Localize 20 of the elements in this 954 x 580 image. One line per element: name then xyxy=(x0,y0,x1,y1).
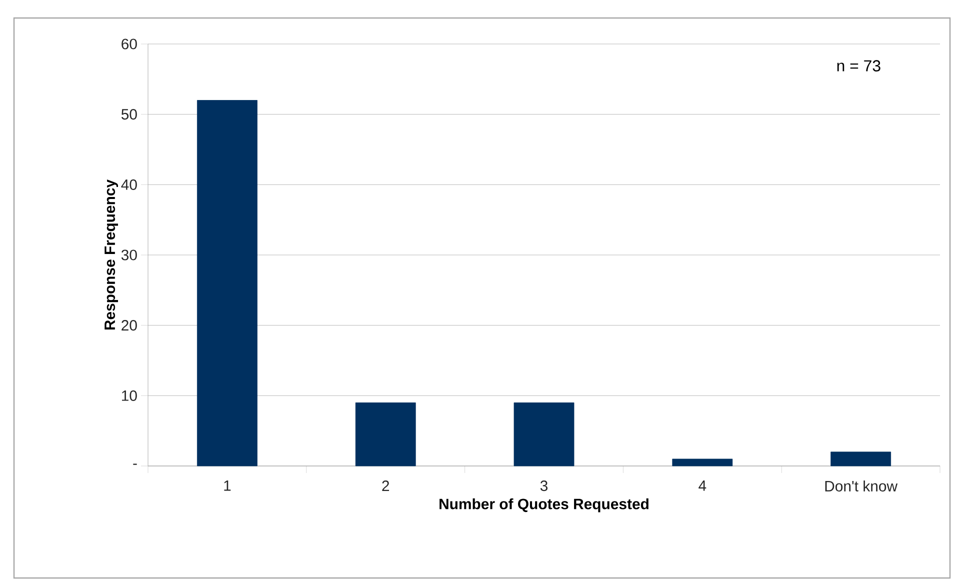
y-axis-title: Response Frequency xyxy=(104,180,118,330)
bar xyxy=(514,402,574,466)
y-tick-label: 50 xyxy=(121,109,137,120)
annotation: n = 73 xyxy=(837,60,880,72)
x-tick-label: 1 xyxy=(224,480,231,491)
bar xyxy=(355,402,416,466)
y-tick-label: 30 xyxy=(121,250,137,260)
y-tick-label: 10 xyxy=(122,390,137,401)
y-tick-label: - xyxy=(133,464,137,465)
x-tick-label: 2 xyxy=(382,480,390,491)
bar xyxy=(197,100,258,466)
x-tick-label: 4 xyxy=(698,480,706,491)
x-tick-label: Don't know xyxy=(825,480,898,492)
x-axis-title: Number of Quotes Requested xyxy=(440,498,648,512)
y-tick-label: 20 xyxy=(122,320,137,331)
y-tick-label: 40 xyxy=(121,179,137,190)
bar xyxy=(672,458,733,466)
x-tick-label: 3 xyxy=(540,480,548,492)
bar xyxy=(830,452,892,466)
y-tick-label: 60 xyxy=(122,38,137,50)
